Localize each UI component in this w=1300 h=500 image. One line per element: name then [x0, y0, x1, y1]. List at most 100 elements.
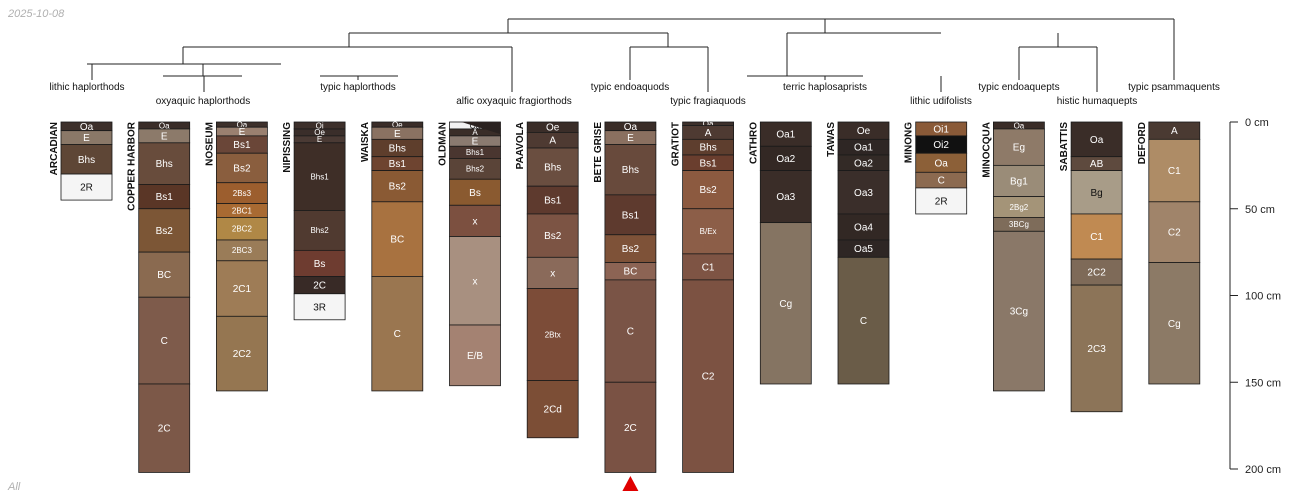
horizon	[915, 187, 968, 215]
soil-profile: CATHRO Oa1 Oa2 Oa3 Cg	[748, 121, 812, 385]
horizon-label: C1	[1090, 232, 1103, 243]
axis-tick-label: 50 cm	[1245, 204, 1275, 216]
soil-profile: WAISKA OeE Bhs Bs1 Bs2 BC C	[360, 120, 424, 392]
horizon	[215, 315, 268, 392]
horizon-label: Oe	[546, 123, 560, 134]
soil-profile: ARCADIAN OaE Bhs 2R	[49, 121, 113, 201]
horizon-label: A	[705, 128, 712, 139]
horizon-label: Bhs1	[466, 148, 485, 157]
soil-profile: MINONG Oi1 Oi2 Oa C 2R	[904, 121, 968, 215]
horizon-label: 2Bg2	[1010, 203, 1029, 212]
horizon	[1070, 258, 1123, 286]
horizon	[759, 121, 812, 147]
horizon-label: Oa5	[854, 244, 873, 255]
horizon-label: Oa	[624, 122, 638, 133]
profile-name: TAWAS	[826, 122, 837, 157]
filter-label: All	[8, 481, 21, 493]
horizon	[993, 128, 1045, 166]
horizon-label: Oa	[1090, 135, 1104, 146]
horizon-label: A	[1171, 126, 1178, 137]
horizon-label: Oa	[80, 122, 94, 133]
horizon-label: 2BC2	[232, 225, 253, 234]
soil-profile: OLDMANOaAEBhs1Bhs2BsxxE/B	[438, 121, 501, 387]
horizon-label: Oa3	[854, 188, 873, 199]
horizon	[837, 213, 890, 241]
horizon-label: Bhs	[622, 165, 639, 176]
horizon-label: C	[161, 336, 168, 347]
horizon	[293, 249, 346, 277]
horizon-label: Cg	[1168, 319, 1181, 330]
horizon-label: Bg1	[1010, 176, 1028, 187]
horizon	[1070, 213, 1123, 260]
horizon	[604, 279, 657, 383]
horizon-label: Oi	[316, 121, 324, 130]
horizon	[138, 383, 191, 473]
soil-profile: MINOCQUA Oa Eg Bg1 2Bg2 3BCg 3Cg	[981, 121, 1045, 392]
horizon	[604, 194, 657, 236]
horizon-label: E	[394, 129, 401, 140]
horizon-label: Bs1	[622, 210, 640, 221]
horizon-label: Oa2	[854, 158, 873, 169]
horizon-label: 2Cd	[544, 405, 562, 416]
profile-name: MINOCQUA	[981, 122, 992, 178]
horizon	[526, 380, 579, 439]
horizon-label: Oa	[935, 158, 949, 169]
soil-profile: BETE GRISE OaE Bhs Bs1 Bs2 BC C 2C	[593, 121, 657, 473]
horizon-label: Oe	[314, 128, 325, 137]
horizon	[138, 296, 191, 385]
horizon-label: C2	[1168, 228, 1181, 239]
horizon-wedge	[461, 122, 501, 135]
horizon	[60, 173, 113, 201]
horizon	[60, 144, 113, 175]
horizon-label: C	[627, 327, 634, 338]
taxonomy-label: typic endoaquods	[591, 82, 669, 93]
soil-profile: SABATTIS Oa AB Bg C1 2C2 2C3	[1059, 121, 1123, 413]
horizon	[293, 142, 346, 211]
horizon	[604, 144, 657, 196]
horizon-label: Oa	[1014, 121, 1025, 130]
horizon-label: 3R	[313, 302, 326, 313]
horizon-label: 2Bs3	[233, 189, 252, 198]
taxonomy-label: typic fragiaquods	[670, 96, 746, 107]
horizon-label: Bhs	[156, 159, 173, 170]
taxonomy-label: oxyaquic haplorthods	[156, 96, 251, 107]
horizon	[759, 170, 812, 224]
horizon-label: Bhs1	[310, 172, 329, 181]
horizon-label: 2Btx	[545, 330, 561, 339]
horizon-label: Bs1	[389, 159, 407, 170]
soil-profile: PAAVOLA Oe A Bhs Bs1 Bs2 x 2Btx 2Cd	[515, 121, 579, 439]
horizon	[682, 170, 734, 210]
horizon-label: Bs2	[622, 244, 640, 255]
profile-name: PAAVOLA	[515, 122, 526, 169]
horizon-label: C2	[702, 372, 715, 383]
horizon-label: Oa	[703, 120, 714, 129]
profile-name: MINONG	[904, 122, 915, 163]
horizon-label: Bg	[1090, 188, 1102, 199]
profile-name: BETE GRISE	[593, 122, 604, 183]
horizon-label: C	[860, 316, 867, 327]
horizon	[526, 185, 579, 215]
horizon-label: Oe	[392, 120, 403, 129]
horizon-label: 2BC1	[232, 206, 253, 215]
taxonomy-tree: lithic haplorthods oxyaquic haplorthods ty…	[49, 18, 1220, 107]
horizon-label: BC	[390, 235, 404, 246]
horizon-label: E	[83, 133, 90, 144]
profile-name: NOSEUM	[204, 122, 215, 166]
horizon-label: 2C2	[233, 349, 252, 360]
horizon-label: Oa2	[776, 154, 795, 165]
horizon	[1070, 121, 1123, 158]
horizon	[1148, 262, 1201, 385]
profile-marker	[622, 476, 639, 491]
horizon-label: BC	[623, 267, 637, 278]
horizon-label: Bs1	[233, 140, 251, 151]
horizon-label: x	[473, 276, 478, 287]
horizon-label: Oa3	[776, 192, 795, 203]
horizon-label: Oa1	[776, 130, 795, 141]
horizon-label: 2C	[624, 423, 637, 434]
profile-name: DEFORD	[1137, 122, 1148, 164]
date-stamp: 2025-10-08	[8, 8, 65, 20]
horizon-label: E	[627, 133, 634, 144]
taxonomy-label: alfic oxyaquic fragiorthods	[456, 96, 572, 107]
horizon-label: x	[550, 268, 555, 279]
